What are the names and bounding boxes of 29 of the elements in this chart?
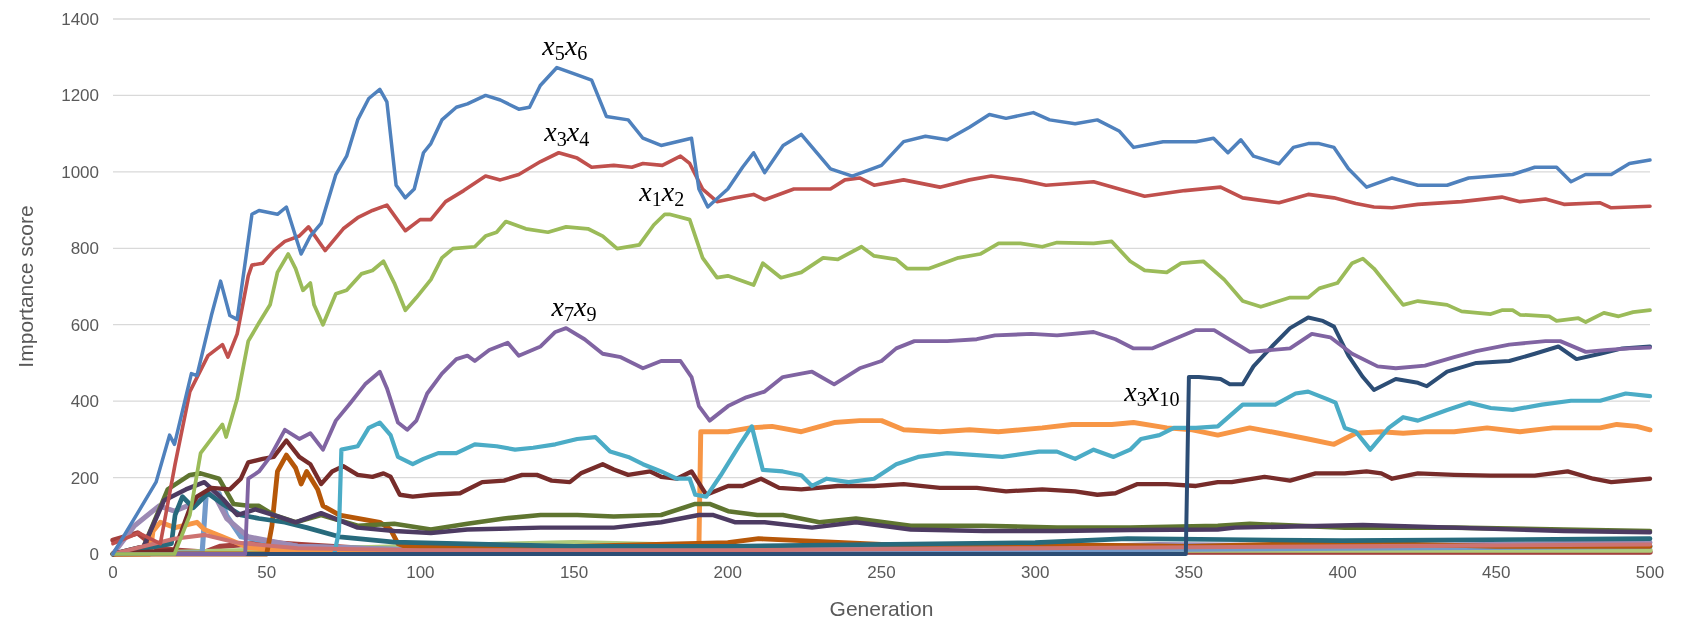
line-series (111, 150, 1652, 546)
y-tick-label: 200 (70, 468, 99, 488)
x-tick-label: 250 (867, 563, 896, 582)
series-label: x$_{7}$x$_{9}$ (550, 290, 597, 325)
y-tick-label: 1200 (61, 86, 99, 106)
y-tick-label: 1000 (61, 162, 99, 182)
line-series (111, 65, 1652, 556)
line-series (111, 212, 1652, 556)
x-tick-label: 100 (406, 563, 435, 582)
y-tick-label: 0 (89, 544, 99, 564)
x-tick-label: 150 (559, 563, 589, 582)
x-tick-label: 450 (1482, 563, 1511, 582)
x-tick-label: 200 (713, 563, 742, 582)
series-label: x$_{5}$x$_{6}$ (541, 30, 588, 65)
x-tick-label: 500 (1635, 563, 1665, 582)
y-tick-label: 1400 (61, 9, 99, 29)
x-tick-label: 300 (1021, 563, 1050, 582)
series-label: x$_{1}$x$_{2}$ (638, 175, 685, 210)
x-axis-title: Generation (829, 597, 934, 620)
y-axis-title: Importance score (14, 205, 37, 368)
y-tick-label: 600 (70, 315, 99, 335)
y-tick-label: 400 (70, 392, 99, 412)
x-tick-label: 400 (1328, 563, 1357, 582)
series-label: x$_{3}$x$_{10}$ (1123, 375, 1180, 410)
x-tick-label: 0 (108, 563, 118, 582)
x-tick-label: 350 (1174, 563, 1204, 582)
series-label: x$_{3}$x$_{4}$ (543, 115, 590, 150)
x-tick-label: 50 (257, 563, 277, 582)
y-tick-label: 800 (70, 239, 99, 259)
